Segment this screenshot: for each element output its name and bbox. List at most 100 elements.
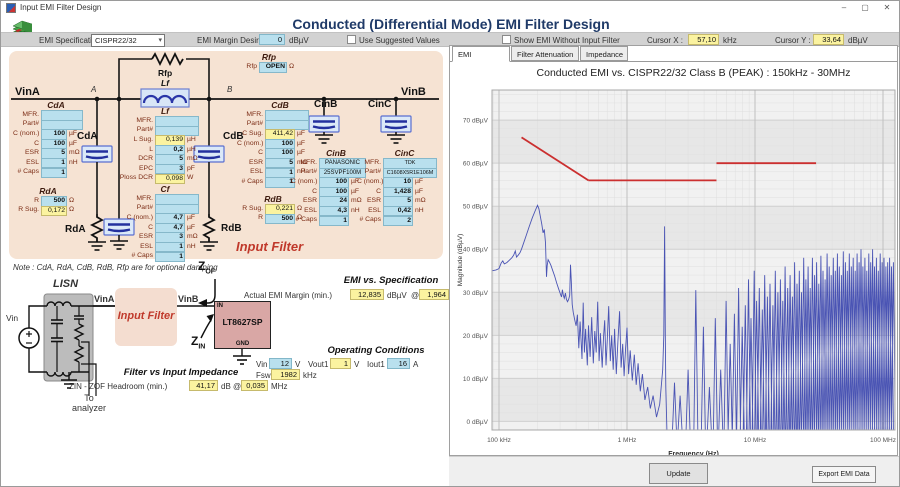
param-field: 0,098 xyxy=(155,173,185,185)
cursor-x-unit: kHz xyxy=(723,36,737,45)
param-field[interactable]: 1 xyxy=(319,215,349,227)
emi-margin-result-label: Actual EMI Margin (min.) xyxy=(244,291,333,300)
param-row: ESL 1 nH xyxy=(117,242,213,253)
x-tick-label: 1 MHz xyxy=(618,437,637,444)
param-label: MFR. xyxy=(22,110,39,118)
component-table-title: CinC xyxy=(394,148,415,158)
rfp-table: Rfp Rfp OPEN Ω xyxy=(241,53,297,73)
to-analyzer-label-line1: To xyxy=(84,393,94,403)
param-label: Part# xyxy=(22,120,39,128)
y-tick-label: 30 dBµV xyxy=(463,290,489,297)
param-unit: µF xyxy=(351,187,360,195)
param-row: Part# xyxy=(13,119,99,131)
show-emi-checkbox[interactable] xyxy=(502,35,511,44)
vinb-label: VinB xyxy=(401,86,426,98)
update-button[interactable]: Update xyxy=(649,463,708,484)
param-label: Part# xyxy=(300,168,317,176)
cursor-x-label: Cursor X : xyxy=(647,36,684,45)
chip-in-pin-label: IN xyxy=(217,303,223,309)
param-unit: pF xyxy=(187,164,195,172)
x-axis-label: Frequency (Hz) xyxy=(668,451,719,455)
emi-spec-dropdown[interactable]: CISPR22/32 ▾ xyxy=(91,34,165,47)
param-label: MFR. xyxy=(364,158,381,166)
param-field: 0,172 xyxy=(41,205,67,217)
component-table-title: Cf xyxy=(160,184,170,194)
param-unit: mΩ xyxy=(187,233,198,241)
schematic-panel xyxy=(9,51,443,259)
chart-band xyxy=(492,206,895,250)
param-unit: Ω xyxy=(289,62,295,70)
param-label: MFR. xyxy=(300,158,317,166)
x-tick-label: 10 MHz xyxy=(744,437,766,444)
param-field[interactable]: 1 xyxy=(155,251,185,263)
param-row: ESL 0,42 nH xyxy=(357,206,452,217)
iout-field[interactable]: 16 xyxy=(387,358,410,369)
param-label: Rfp xyxy=(246,62,257,70)
vout-field-label: Vout1 xyxy=(308,360,329,369)
tab-filter-attenuation[interactable]: Filter Attenuation xyxy=(511,46,579,61)
x-tick-label: 100 MHz xyxy=(870,437,896,444)
param-unit: nH xyxy=(187,242,196,250)
param-field[interactable]: 1 xyxy=(265,177,295,188)
param-label: DCR xyxy=(138,155,153,163)
maximize-button[interactable]: ▢ xyxy=(861,3,869,12)
param-unit: µF xyxy=(297,130,306,138)
headroom-freq-value: 0,035 xyxy=(241,380,268,391)
param-field[interactable]: 500 xyxy=(265,213,295,225)
param-label: R Sug. xyxy=(242,204,263,212)
emi-margin-result-unit: dBµV xyxy=(387,291,407,300)
param-unit: µH xyxy=(187,136,196,144)
tab-impedance[interactable]: Impedance xyxy=(580,46,628,61)
emi-chart[interactable]: Conducted EMI vs. CISPR22/32 Class B (PE… xyxy=(450,62,897,458)
param-label: # Caps xyxy=(241,178,263,186)
param-field[interactable]: 2 xyxy=(383,215,413,227)
fsw-field-label: Fsw xyxy=(256,371,271,380)
emi-chart-area[interactable]: Conducted EMI vs. CISPR22/32 Class B (PE… xyxy=(450,62,897,458)
param-label: ESL xyxy=(26,158,39,166)
param-label: Ploss DCR xyxy=(119,174,153,182)
param-label: # Caps xyxy=(295,216,317,224)
vin-field[interactable]: 12 xyxy=(269,358,292,369)
param-label: EPC xyxy=(139,164,153,172)
param-label: ESL xyxy=(140,242,153,250)
param-unit: µF xyxy=(69,130,78,138)
chart-panel: EMI Filter Attenuation Impedance Conduct… xyxy=(449,45,898,458)
emi-margin-input[interactable]: 0 xyxy=(259,34,285,45)
y-tick-label: 40 dBµV xyxy=(463,247,489,254)
param-label: Part# xyxy=(136,204,153,212)
use-suggested-checkbox[interactable] xyxy=(347,35,356,44)
export-emi-data-button[interactable]: Export EMI Data xyxy=(812,466,876,483)
diagram-vinb-label: VinB xyxy=(178,294,199,304)
param-row: # Caps 1 xyxy=(237,177,323,188)
limit-line-segment xyxy=(521,136,589,182)
param-field[interactable]: 1 xyxy=(41,167,67,179)
param-row: ESL 1 nH xyxy=(13,158,99,169)
param-label: C (nom.) xyxy=(357,178,384,186)
chevron-down-icon: ▾ xyxy=(158,37,162,44)
minimize-button[interactable]: – xyxy=(841,3,847,12)
param-label: ESR xyxy=(367,197,381,205)
param-label: C (nom.) xyxy=(291,178,318,186)
param-unit: nH xyxy=(297,168,306,176)
param-label: # Caps xyxy=(131,252,153,260)
param-unit: Ω xyxy=(297,214,303,222)
cf-table: Cf MFR. Part# C (nom.) 4,7 µF C 4,7 µF ESR 3 mΩ ESL 1… xyxy=(117,184,213,263)
close-button[interactable]: ✕ xyxy=(883,3,891,12)
y-tick-label: 70 dBµV xyxy=(463,118,489,125)
headroom-label: ZIN - ZOF Headroom (min.) xyxy=(69,382,168,391)
param-row: # Caps 1 xyxy=(13,167,99,179)
input-filter-title: Input Filter xyxy=(236,239,304,254)
chart-band xyxy=(492,163,895,207)
iout-field-unit: A xyxy=(413,360,419,369)
zin-label: ZIN xyxy=(191,334,206,351)
title-bar: Input EMI Filter Design – ▢ ✕ xyxy=(1,1,899,15)
vin-field-unit: V xyxy=(295,360,301,369)
param-unit: mΩ xyxy=(351,197,362,205)
chart-band xyxy=(492,120,895,164)
param-row: C (nom.) 4,7 µF xyxy=(117,213,213,224)
param-field[interactable]: OPEN xyxy=(259,62,287,73)
emi-margin-result-value: 12,835 xyxy=(350,289,384,300)
tab-emi[interactable]: EMI xyxy=(452,46,510,62)
rfp-component-label: Rfp xyxy=(158,68,173,78)
